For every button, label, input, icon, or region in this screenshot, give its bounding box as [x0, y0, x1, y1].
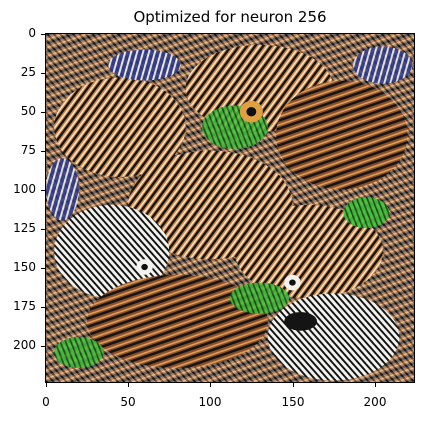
x-tick: [128, 383, 129, 387]
x-tick-label: 200: [363, 395, 387, 409]
y-tick: [41, 73, 45, 74]
y-tick: [41, 190, 45, 191]
x-tick-label: 0: [42, 395, 50, 409]
x-tick: [210, 383, 211, 387]
y-tick-label: 75: [20, 143, 36, 157]
y-tick-label: 100: [13, 182, 36, 196]
y-tick: [41, 229, 45, 230]
y-tick-label: 25: [20, 65, 36, 79]
plot-title: Optimized for neuron 256: [133, 8, 327, 26]
x-tick-label: 150: [281, 395, 305, 409]
y-tick: [41, 151, 45, 152]
x-tick: [46, 383, 47, 387]
y-tick: [41, 112, 45, 113]
y-tick-label: 200: [13, 338, 36, 352]
x-tick-label: 50: [120, 395, 136, 409]
x-tick-label: 100: [198, 395, 222, 409]
y-tick-label: 175: [13, 299, 36, 313]
y-tick: [41, 307, 45, 308]
y-tick-label: 0: [28, 26, 36, 40]
y-tick-label: 50: [20, 104, 36, 118]
image-plot-area: [45, 33, 415, 383]
x-tick: [293, 383, 294, 387]
y-tick: [41, 346, 45, 347]
y-tick: [41, 34, 45, 35]
y-tick-label: 125: [13, 221, 36, 235]
y-tick: [41, 268, 45, 269]
x-tick: [375, 383, 376, 387]
neuron-visualization-image: [46, 34, 414, 382]
y-tick-label: 150: [13, 260, 36, 274]
